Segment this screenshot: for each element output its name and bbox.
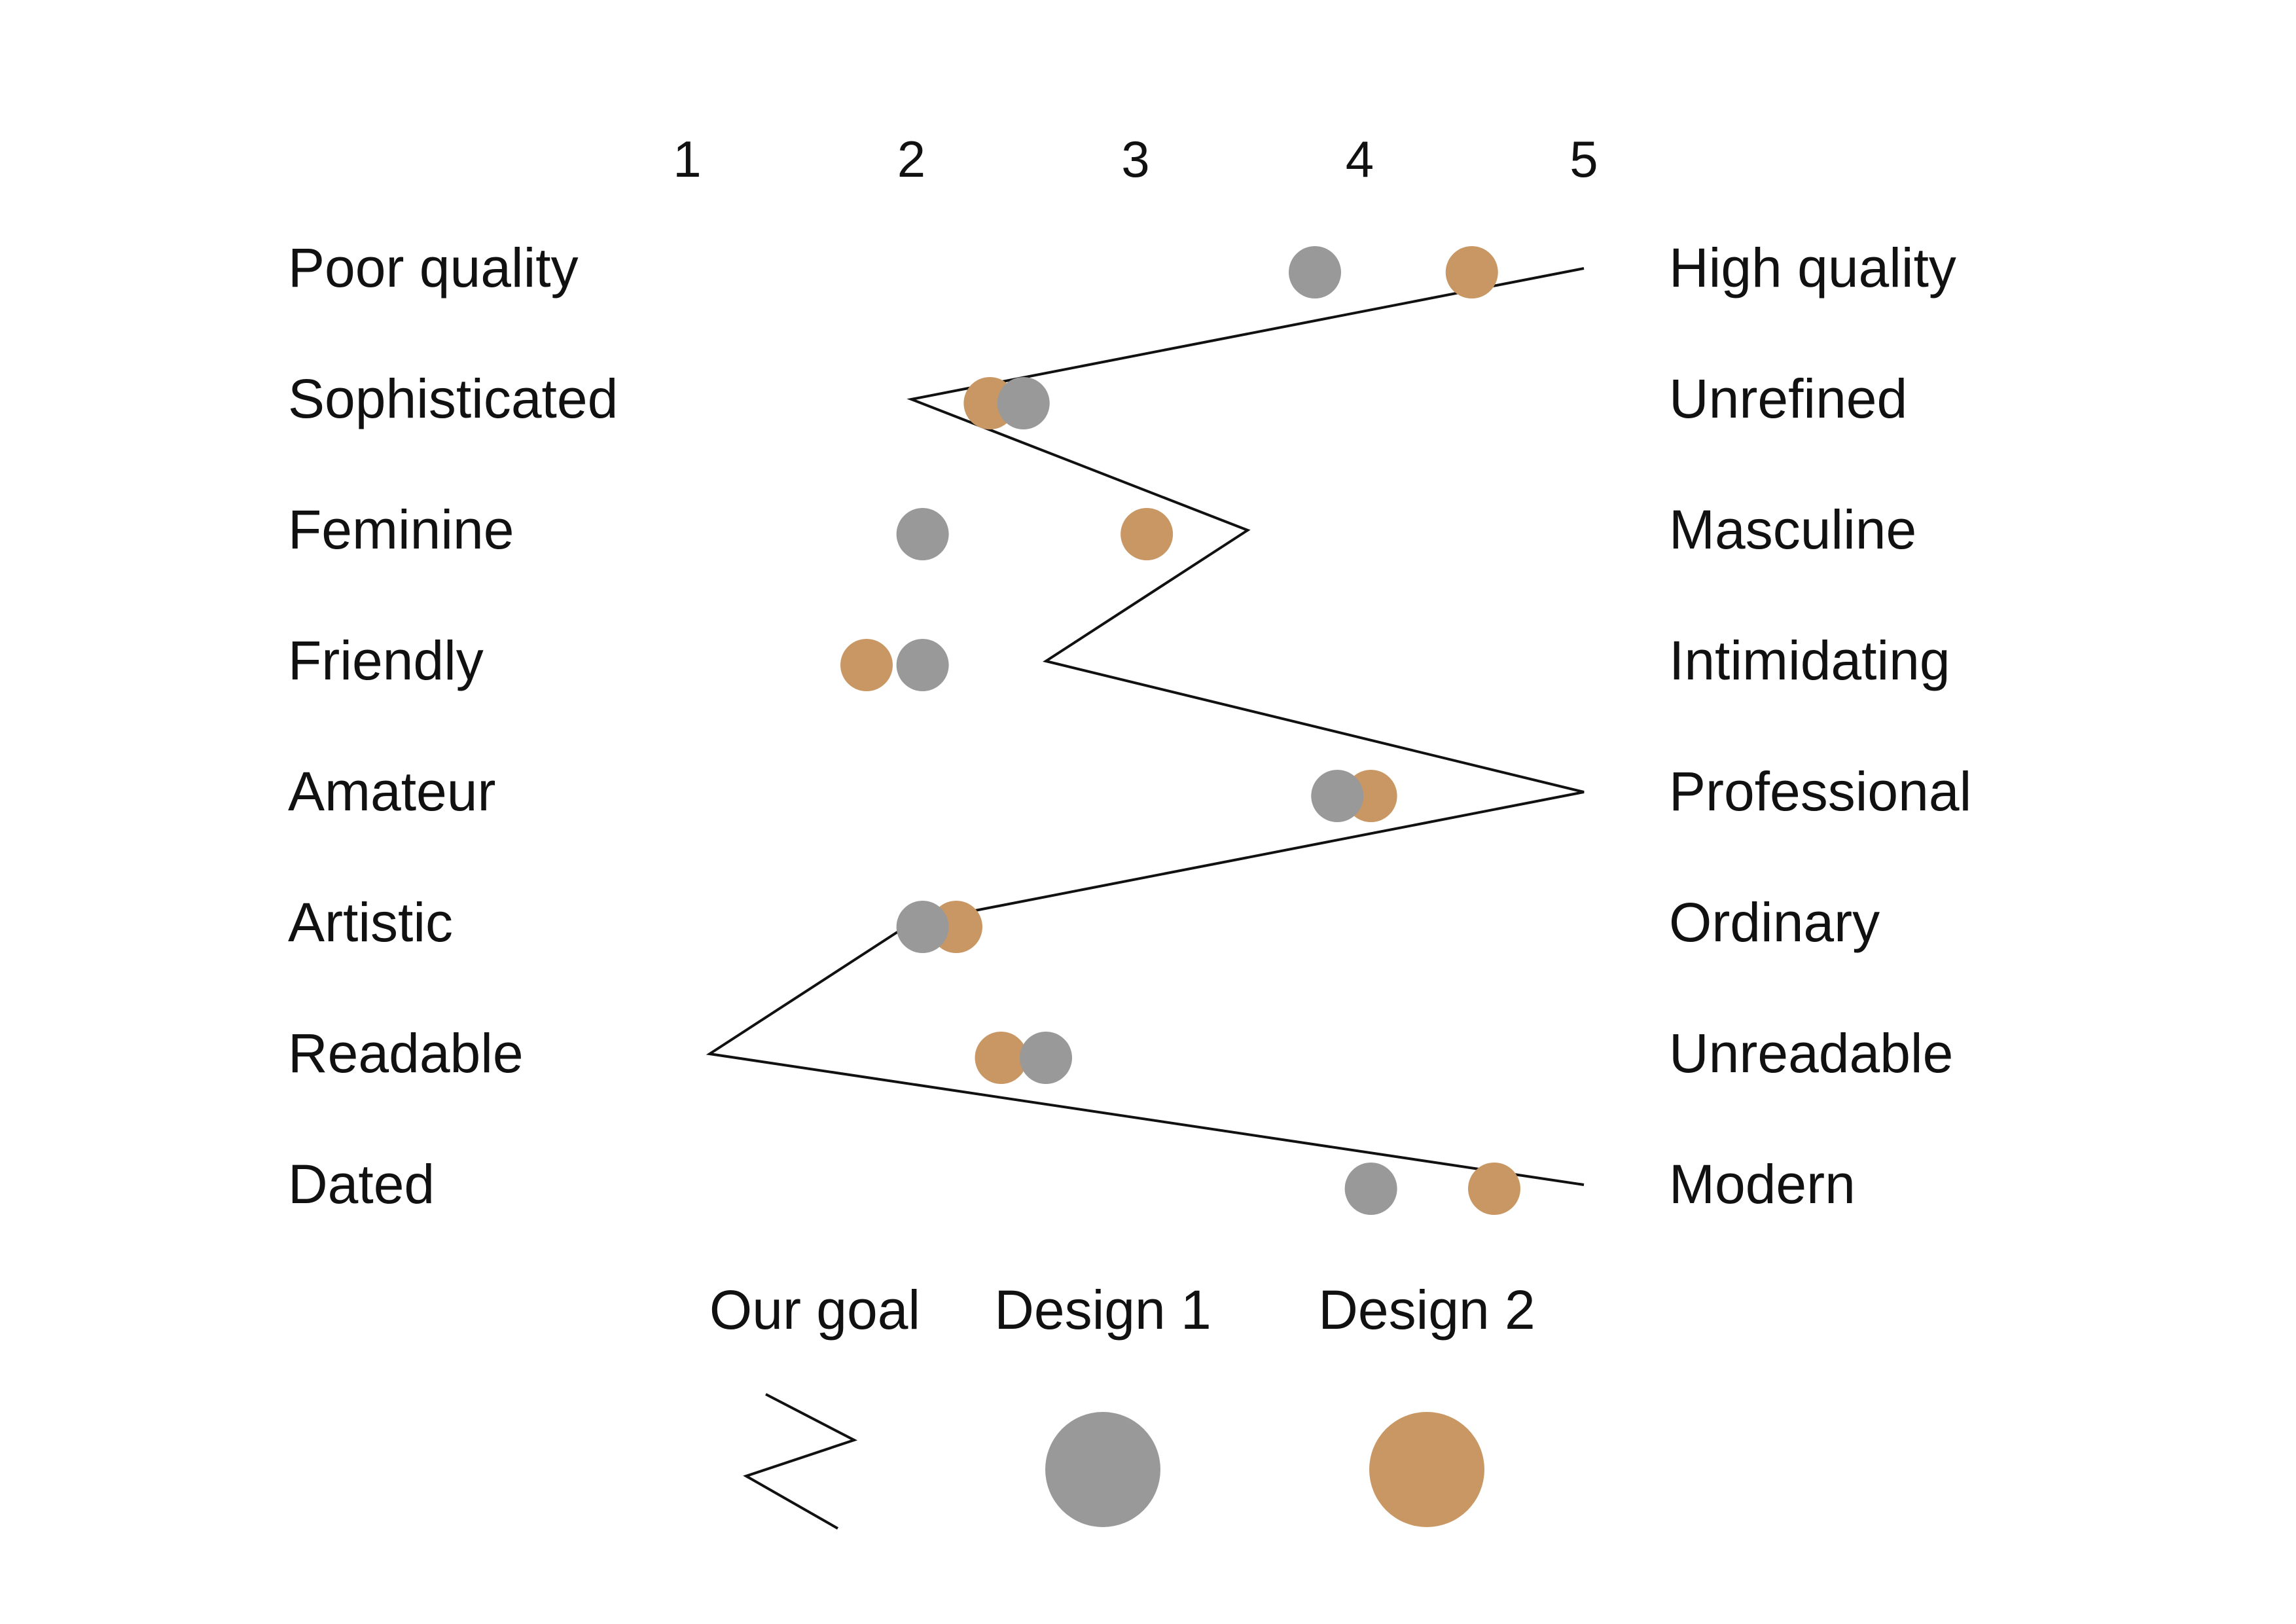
x-tick-label: 1 [673, 130, 701, 188]
right-anchor-label: Unrefined [1669, 368, 1907, 429]
left-anchor-label: Poor quality [288, 237, 579, 298]
right-anchor-label: Unreadable [1669, 1022, 1953, 1084]
design1-point [1344, 1163, 1397, 1215]
right-anchor-label: Ordinary [1669, 892, 1880, 953]
left-anchor-label: Dated [288, 1153, 435, 1215]
design2-point [975, 1032, 1028, 1084]
goal-series [706, 267, 1585, 1186]
x-tick-label: 5 [1570, 130, 1598, 188]
left-anchor-label: Artistic [288, 892, 453, 953]
legend-goal-symbol [743, 1393, 858, 1530]
left-anchor-label: Amateur [288, 761, 495, 822]
left-anchor-label: Feminine [288, 499, 514, 560]
x-tick-label: 4 [1346, 130, 1374, 188]
left-anchor-label: Sophisticated [288, 368, 618, 429]
right-anchor-label: High quality [1669, 237, 1956, 298]
row-labels: Poor quality High quality Sophisticated Unr… [288, 237, 1971, 1215]
design2-point [1121, 508, 1174, 560]
design1-point [1311, 770, 1364, 822]
design1-point [896, 639, 949, 691]
x-tick-label: 3 [1121, 130, 1149, 188]
design-points [840, 246, 1520, 1215]
x-tick-label: 2 [897, 130, 925, 188]
right-anchor-label: Masculine [1669, 499, 1916, 560]
legend-label: Our goal [709, 1279, 920, 1341]
design2-point [1468, 1163, 1520, 1215]
legend-design2-symbol [1369, 1412, 1484, 1527]
left-anchor-label: Readable [288, 1022, 524, 1084]
right-anchor-label: Professional [1669, 761, 1971, 822]
design2-point [840, 639, 893, 691]
legend-design1-symbol [1045, 1412, 1160, 1527]
design1-point [997, 377, 1050, 429]
design1-point [1020, 1032, 1072, 1084]
design1-point [1289, 246, 1341, 298]
right-anchor-label: Intimidating [1669, 630, 1950, 691]
legend: Our goal Design 1 Design 2 [709, 1279, 1535, 1530]
design2-point [1445, 246, 1498, 298]
x-axis-ticks: 1 2 3 4 5 [673, 130, 1598, 188]
design1-point [896, 901, 949, 953]
right-anchor-label: Modern [1669, 1153, 1856, 1215]
legend-label: Design 2 [1318, 1279, 1535, 1341]
design1-point [896, 508, 949, 560]
goal-line [706, 267, 1585, 1186]
left-anchor-label: Friendly [288, 630, 484, 691]
legend-label: Design 1 [994, 1279, 1211, 1341]
